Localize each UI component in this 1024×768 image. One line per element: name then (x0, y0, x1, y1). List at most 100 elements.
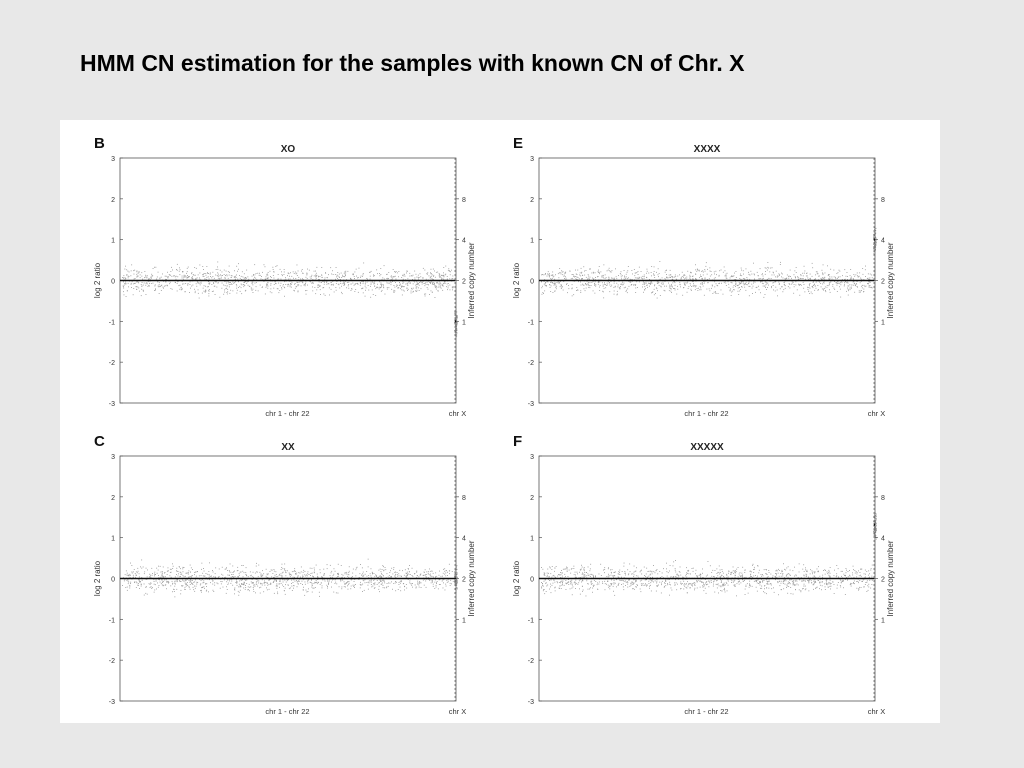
probe-point (288, 283, 289, 285)
probe-point (728, 572, 729, 574)
probe-point (247, 589, 249, 591)
probe-point (621, 282, 623, 284)
probe-point (362, 591, 363, 592)
probe-point (122, 577, 124, 579)
probe-point (189, 588, 191, 590)
probe-point (176, 579, 178, 581)
probe-point (422, 277, 424, 279)
probe-point (572, 586, 574, 588)
probe-point (593, 279, 594, 280)
probe-point (566, 283, 568, 284)
probe-point (552, 274, 554, 276)
probe-point (131, 281, 133, 283)
probe-point (554, 278, 556, 280)
probe-point (289, 574, 291, 576)
probe-point (291, 574, 292, 576)
probe-point (395, 282, 396, 283)
probe-point (368, 289, 370, 291)
probe-point (543, 274, 545, 276)
probe-point (658, 276, 659, 278)
probe-point (357, 282, 359, 284)
probe-point (818, 275, 820, 277)
probe-point (601, 275, 603, 277)
probe-point (761, 281, 763, 282)
probe-point (252, 281, 254, 283)
probe-point (582, 590, 583, 592)
probe-point (666, 575, 668, 577)
probe-point (263, 573, 265, 575)
probe-point (320, 294, 321, 295)
probe-point (415, 284, 417, 286)
probe-point (430, 283, 431, 284)
probe-point (850, 277, 852, 279)
probe-point (359, 282, 361, 284)
probe-point (391, 288, 393, 290)
probe-point (821, 288, 823, 290)
probe-point (599, 284, 601, 286)
probe-point (454, 582, 456, 583)
probe-point (591, 282, 593, 283)
probe-point (560, 572, 561, 573)
probe-point (642, 283, 644, 285)
probe-point (771, 287, 772, 289)
probe-point (635, 287, 637, 289)
probe-point (163, 280, 165, 282)
probe-point (695, 264, 696, 266)
probe-point (447, 571, 448, 573)
probe-point (179, 576, 181, 578)
probe-point (454, 312, 456, 314)
probe-point (204, 587, 205, 589)
probe-point (746, 277, 748, 278)
probe-point (796, 580, 798, 582)
probe-point (348, 572, 350, 573)
probe-point (279, 573, 280, 575)
probe-point (335, 287, 337, 288)
probe-point (206, 276, 208, 278)
probe-point (244, 588, 246, 590)
probe-point (451, 571, 453, 572)
probe-point (679, 274, 680, 276)
probe-point (353, 581, 355, 582)
probe-point (167, 277, 169, 279)
probe-point (229, 292, 231, 294)
probe-point (175, 275, 177, 277)
probe-point (803, 574, 805, 576)
probe-point (208, 281, 210, 282)
y-axis-label: log 2 ratio (93, 560, 102, 596)
probe-point (230, 277, 232, 278)
probe-point (562, 274, 564, 276)
probe-point (285, 575, 287, 577)
probe-point (825, 290, 826, 291)
probe-point (427, 273, 428, 275)
probe-point (323, 283, 325, 285)
probe-point (213, 277, 215, 279)
probe-point (587, 284, 589, 286)
probe-point (158, 579, 160, 580)
probe-point (773, 591, 775, 593)
probe-point (824, 286, 826, 288)
probe-point (767, 282, 769, 284)
probe-point (214, 285, 216, 287)
probe-point (142, 566, 144, 568)
probe-point (548, 572, 549, 574)
probe-point (815, 287, 817, 289)
probe-point (721, 574, 723, 576)
probe-point (875, 237, 876, 239)
probe-point (786, 277, 788, 279)
probe-point (456, 577, 458, 578)
probe-point (646, 272, 647, 274)
probe-point (434, 270, 435, 272)
probe-point (384, 580, 385, 582)
probe-point (777, 581, 779, 582)
probe-point (302, 571, 304, 573)
probe-point (414, 573, 416, 574)
probe-point (751, 287, 753, 289)
probe-point (281, 572, 283, 574)
probe-point (854, 275, 856, 277)
probe-point (567, 292, 568, 294)
probe-point (842, 581, 844, 582)
probe-point (657, 281, 659, 283)
probe-point (584, 274, 586, 276)
probe-point (821, 269, 823, 271)
probe-point (768, 277, 770, 279)
